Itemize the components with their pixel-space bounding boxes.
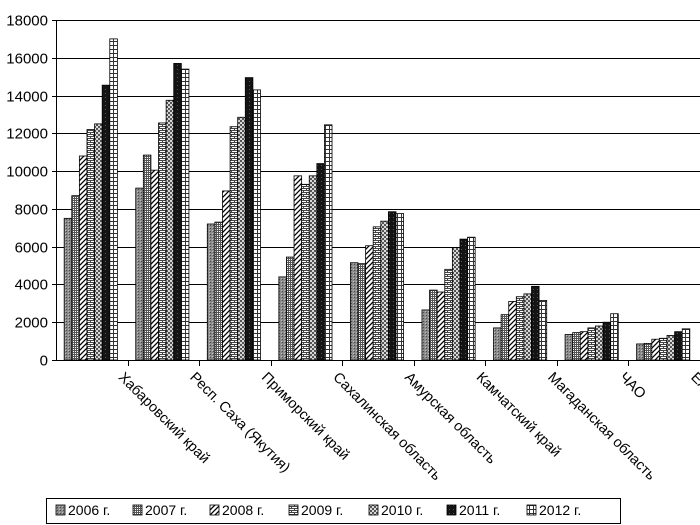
bar [214,221,223,361]
bar [523,293,532,361]
bar [500,314,510,361]
bar [602,321,612,361]
y-tick-label: 14000 [6,89,48,106]
bar [572,332,581,361]
y-tick-label: 6000 [15,240,48,257]
y-tick-label: 18000 [6,13,48,30]
bar [508,301,517,361]
legend-swatch [446,504,457,516]
legend-label: 2008 г. [222,502,264,518]
y-tick-label: 10000 [6,164,48,181]
y-tick-label: 0 [40,353,48,370]
bar [666,335,676,361]
bar [357,263,366,361]
bar [78,155,88,361]
bar [651,338,660,361]
bar [587,327,596,361]
legend-label: 2011 г. [459,502,500,518]
bar [237,116,246,361]
bar [86,129,95,361]
bar [515,296,525,361]
bar [135,187,144,361]
bar [595,325,604,361]
bar [244,77,254,361]
bar [180,68,190,361]
legend-label: 2012 г. [539,502,581,518]
bar [308,175,318,361]
bar [206,223,216,361]
legend-label: 2007 г. [145,502,187,518]
bar [451,247,461,361]
bar [101,84,111,361]
legend-label: 2009 г. [301,502,343,518]
bar [316,163,325,361]
bar [531,285,540,361]
bar [365,245,374,361]
bar [63,217,73,361]
bar [380,220,389,361]
bar [610,313,619,361]
bar [421,309,430,361]
bar [579,331,589,361]
bar [165,99,175,361]
y-tick-label: 4000 [15,277,48,294]
bar [142,154,152,361]
bar [387,211,397,361]
bar [643,342,653,361]
legend-swatch [55,504,66,516]
bar [659,337,668,361]
bar [436,291,446,361]
bar [324,124,333,361]
bar [681,328,691,361]
y-tick-label: 12000 [6,126,48,143]
bar [252,89,261,361]
legend-label: 2006 г. [68,502,110,518]
bar [459,238,468,361]
bar [538,300,548,361]
bar [229,126,239,361]
bar [372,226,382,361]
bar [222,190,231,361]
bar [286,256,295,361]
bar [278,276,287,361]
bar [293,175,303,361]
bar [71,195,80,361]
y-tick-label: 16000 [6,51,48,68]
bar [429,289,438,361]
bar [301,183,310,361]
bar [94,123,103,361]
x-category-label: ЕАО [687,370,700,403]
bar [467,236,476,361]
bar [150,169,159,361]
legend-swatch [368,504,379,516]
bar [493,327,502,361]
legend-label: 2010 г. [381,502,423,518]
bars [63,38,691,361]
y-tick-label: 2000 [15,315,48,332]
bar [674,331,683,361]
bar [158,122,167,361]
bar [395,213,404,361]
legend-swatch [132,504,143,516]
bar [173,63,182,361]
y-axis: 0 2000 4000 6000 8000 10000 12000 14000 16000 180… [6,13,57,370]
y-tick-label: 8000 [15,202,48,219]
legend-swatch [526,504,537,516]
bar [564,334,574,361]
legend: 2006 г. 2007 г. 2008 г. 2009 г. 2010 г. 2011 … [46,498,621,524]
bar [444,268,453,361]
legend-swatch [288,504,299,516]
x-category-label: ЧАО [616,370,649,403]
bar [349,262,359,361]
bar [636,343,645,361]
legend-swatch [209,504,220,516]
bar [109,38,118,361]
